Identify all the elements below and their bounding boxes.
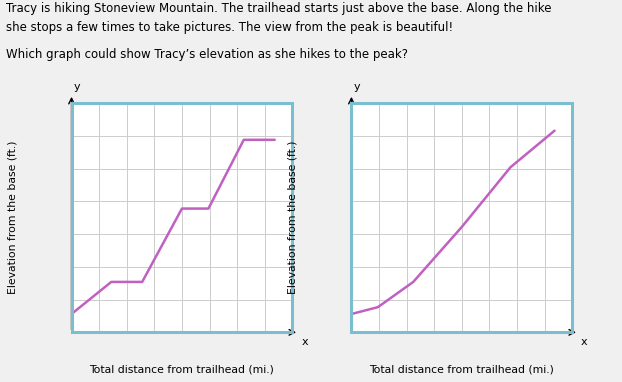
Text: x: x bbox=[581, 337, 588, 347]
Text: Which graph could show Tracy’s elevation as she hikes to the peak?: Which graph could show Tracy’s elevation… bbox=[6, 48, 408, 61]
Text: Total distance from trailhead (mi.): Total distance from trailhead (mi.) bbox=[90, 365, 274, 375]
Text: Elevation from the base (ft.): Elevation from the base (ft.) bbox=[287, 141, 297, 295]
Text: y: y bbox=[354, 82, 360, 92]
Text: Elevation from the base (ft.): Elevation from the base (ft.) bbox=[7, 141, 17, 295]
Text: y: y bbox=[74, 82, 80, 92]
Text: x: x bbox=[301, 337, 308, 347]
Text: Total distance from trailhead (mi.): Total distance from trailhead (mi.) bbox=[369, 365, 554, 375]
Text: she stops a few times to take pictures. The view from the peak is beautiful!: she stops a few times to take pictures. … bbox=[6, 21, 453, 34]
Text: Tracy is hiking Stoneview Mountain. The trailhead starts just above the base. Al: Tracy is hiking Stoneview Mountain. The … bbox=[6, 2, 552, 15]
